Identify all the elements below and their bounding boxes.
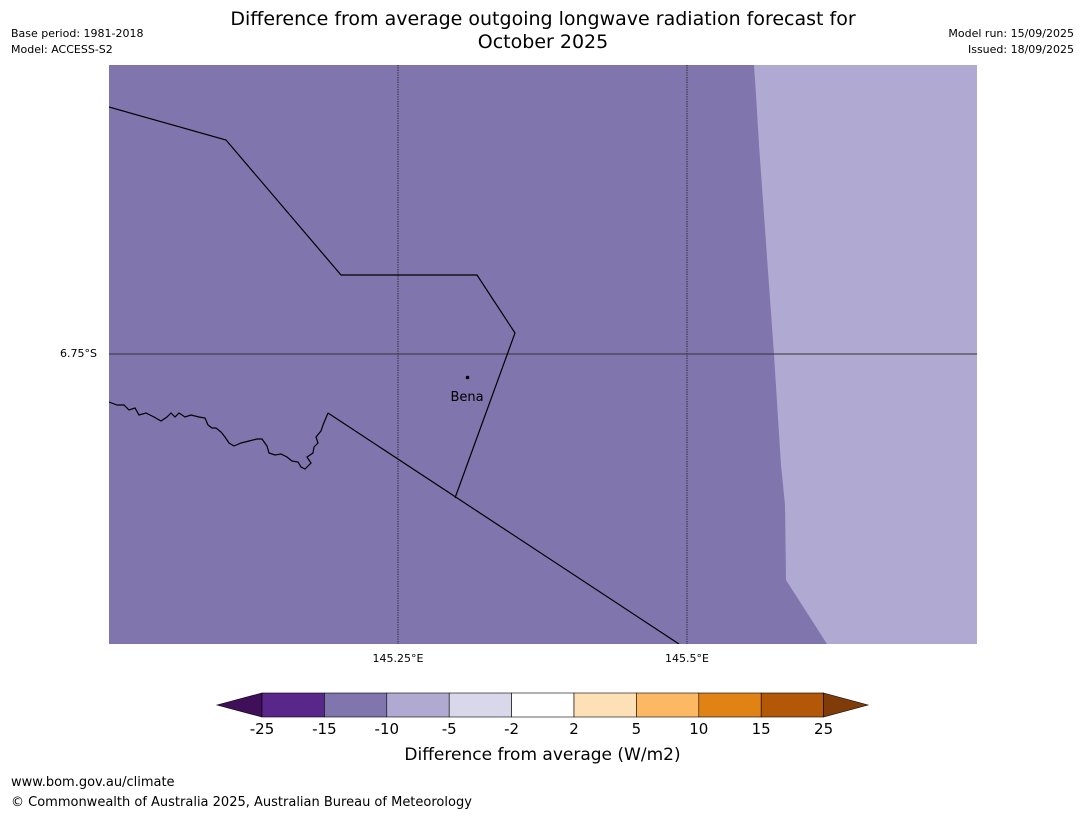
colorbar-extend-high [823, 692, 870, 718]
colorbar-tick: -5 [441, 720, 457, 738]
colorbar-bin-15-25 [760, 692, 824, 718]
colorbar-extend-low [215, 692, 263, 718]
colorbar-tick: 15 [751, 720, 771, 738]
province-border-south [327, 412, 680, 644]
colorbar-bin-10-15 [698, 692, 762, 718]
colorbar-bin-neg25-neg15 [261, 692, 325, 718]
place-marker [465, 375, 470, 380]
footer-copyright: © Commonwealth of Australia 2025, Austra… [11, 795, 472, 810]
longitude-label-145-5: 145.5°E [665, 652, 709, 665]
colorbar-tick: -10 [374, 720, 400, 738]
model-text: Model: ACCESS-S2 [11, 43, 113, 56]
issued-text: Issued: 18/09/2025 [967, 43, 1074, 56]
metadata-left: Base period: 1981-2018 Model: ACCESS-S2 [11, 26, 143, 58]
province-border-wiggly [109, 401, 329, 470]
map-title: Difference from average outgoing longwav… [143, 8, 943, 54]
colorbar-tick: -15 [312, 720, 337, 738]
colorbar-bin-neg2-2 [511, 692, 575, 718]
colorbar-bin-neg5-neg2 [448, 692, 512, 718]
colorbar-tick: -2 [504, 720, 520, 738]
colorbar-tick: -25 [249, 720, 275, 738]
forecast-map: Bena [109, 65, 977, 644]
model-run-text: Model run: 15/09/2025 [948, 27, 1074, 40]
latitude-label: 6.75°S [60, 347, 97, 360]
colorbar-label: Difference from average (W/m2) [404, 745, 681, 765]
colorbar [215, 692, 870, 718]
longitude-label-145-25: 145.25°E [372, 652, 424, 665]
title-line-1: Difference from average outgoing longwav… [230, 8, 856, 30]
colorbar-tick: 5 [631, 720, 642, 738]
colorbar-tick: 10 [689, 720, 709, 738]
title-line-2: October 2025 [477, 31, 609, 53]
base-period-text: Base period: 1981-2018 [11, 27, 144, 40]
colorbar-bin-5-10 [636, 692, 700, 718]
metadata-right: Model run: 15/09/2025 Issued: 18/09/2025 [948, 26, 1074, 58]
colorbar-bin-2-5 [573, 692, 637, 718]
colorbar-bin-neg15-neg10 [324, 692, 388, 718]
colorbar-tick: 2 [569, 720, 579, 738]
colorbar-bin-neg10-neg5 [386, 692, 450, 718]
footer-url: www.bom.gov.au/climate [11, 775, 175, 790]
province-border-north [109, 106, 516, 499]
place-label: Bena [450, 390, 483, 405]
colorbar-tick: 25 [814, 720, 834, 738]
